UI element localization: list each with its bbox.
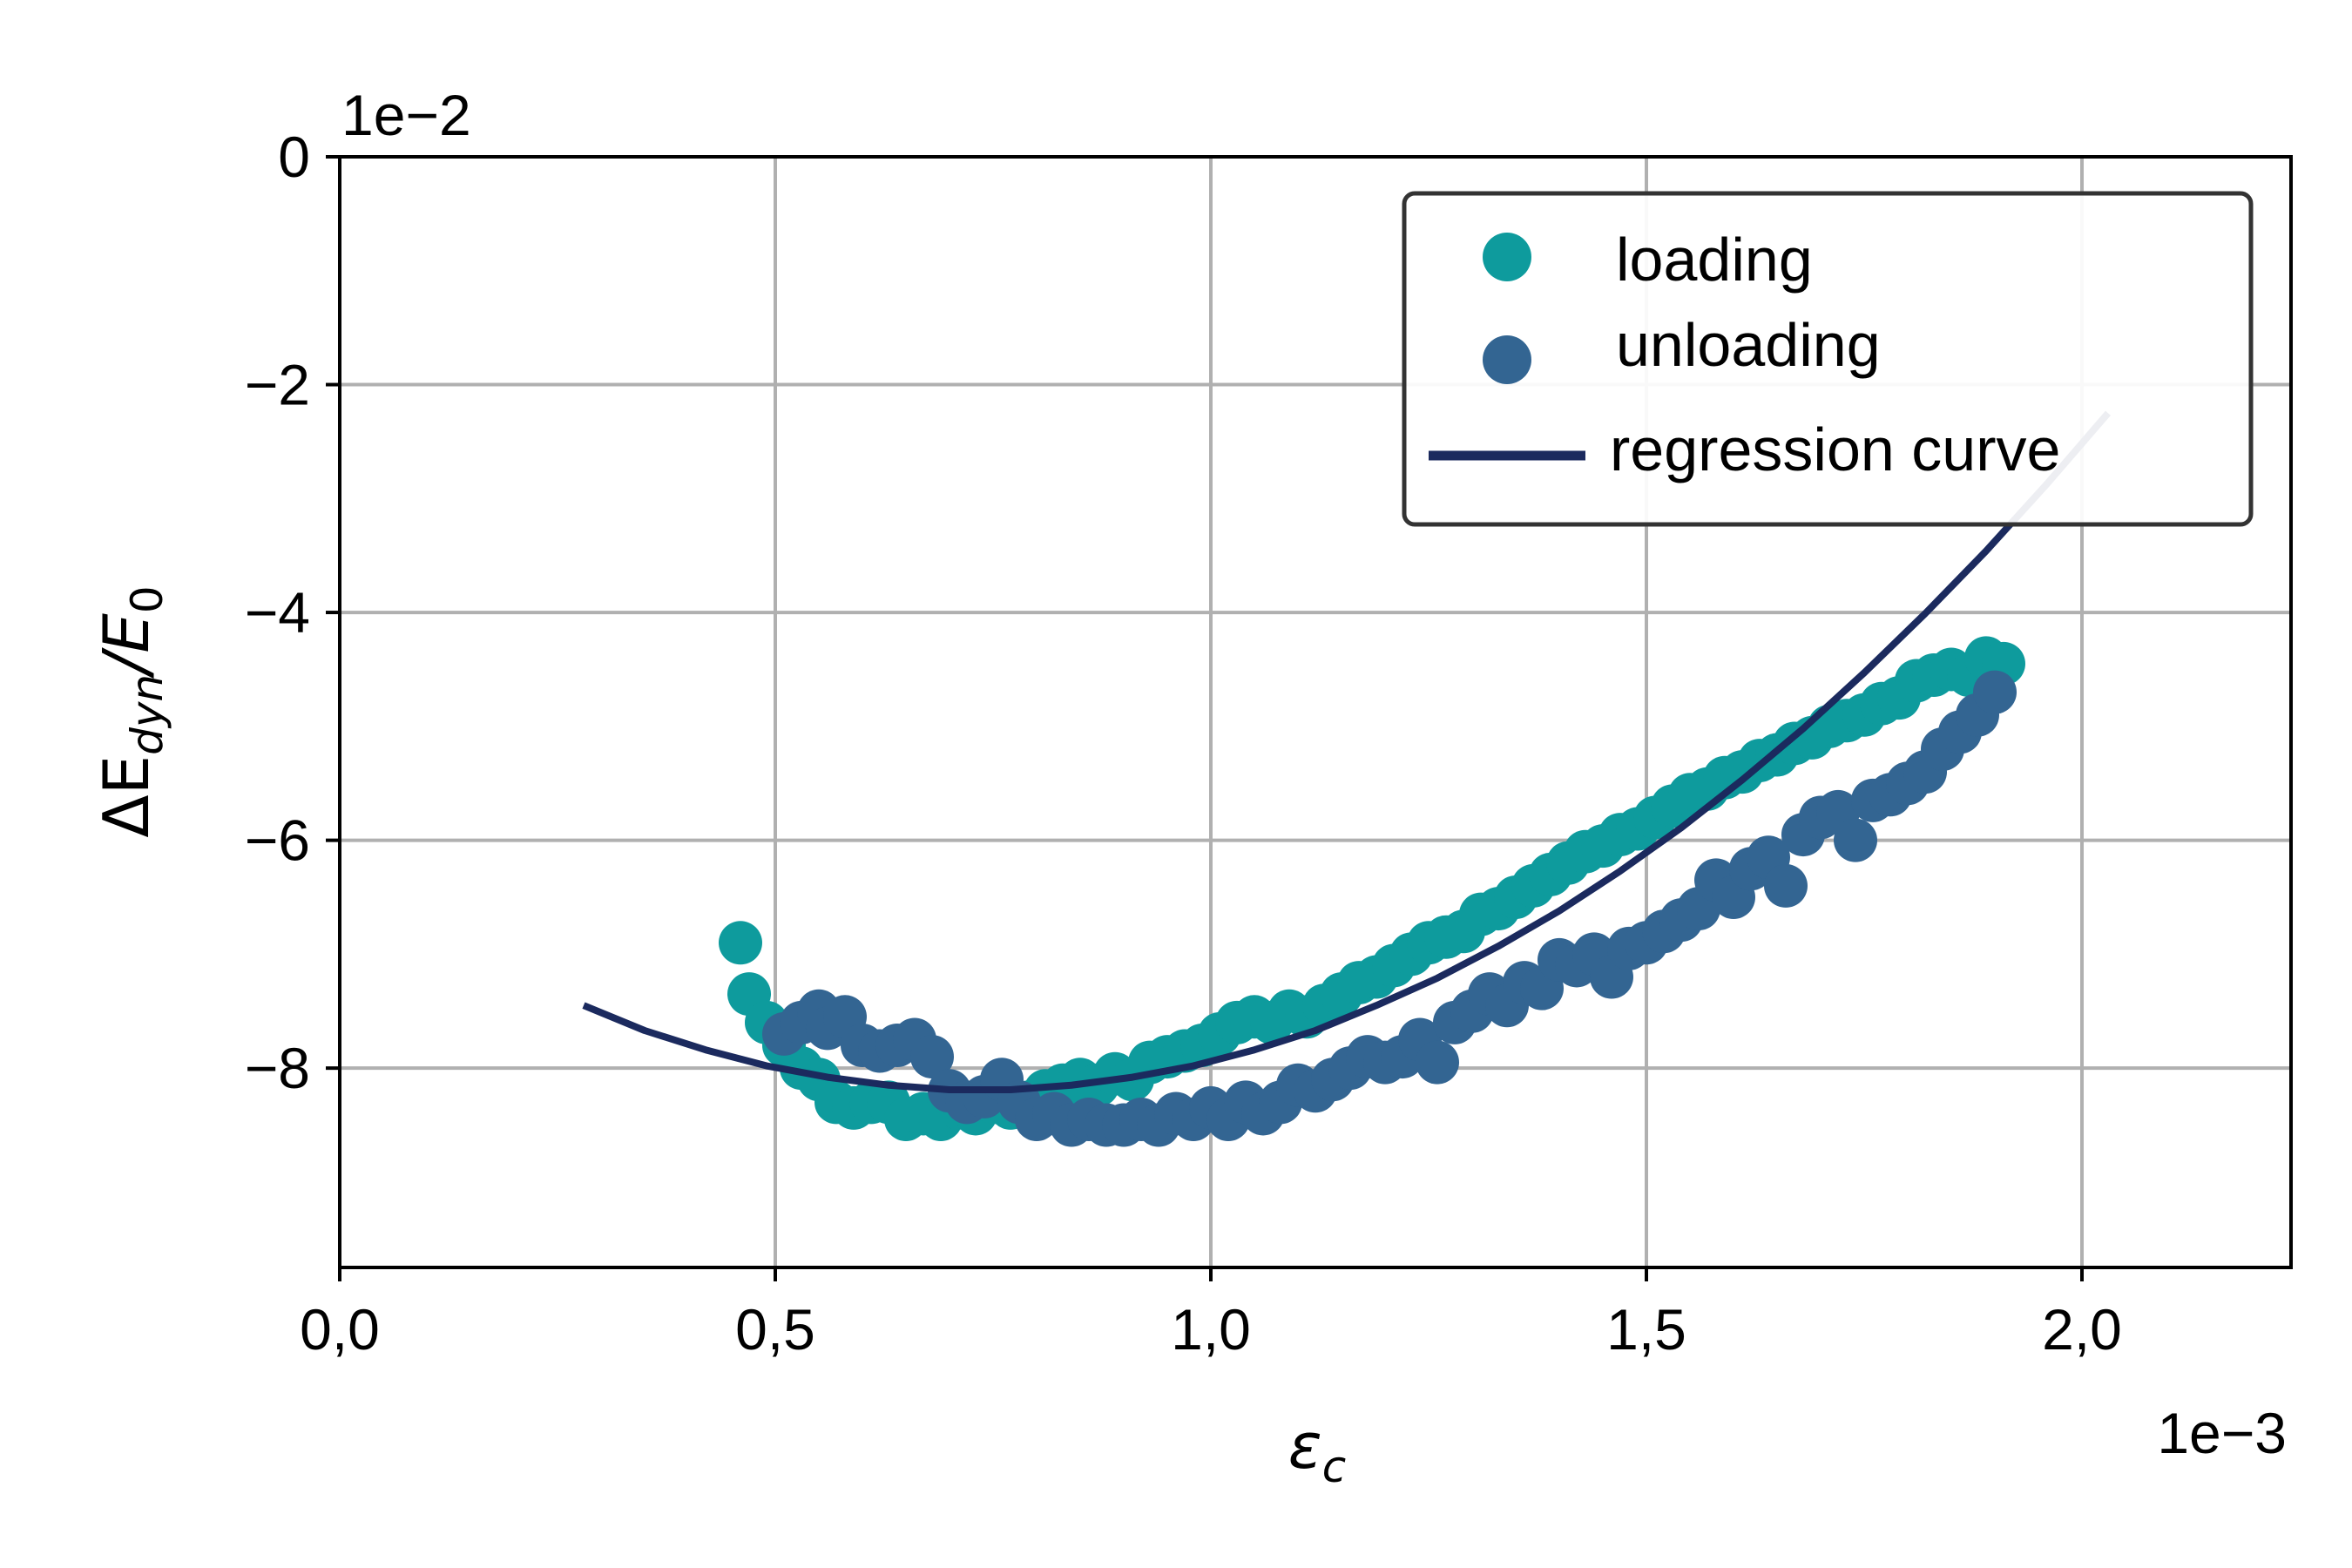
legend-label-regression: regression curve [1610, 416, 2060, 483]
unloading-point [1834, 818, 1877, 862]
y-tick-label: −2 [245, 353, 310, 417]
y-tick-label: 0 [278, 125, 310, 189]
y-axis: 0 −2 −4 −6 −8 [245, 125, 340, 1100]
x-tick-label: 2,0 [2042, 1297, 2122, 1362]
legend-marker-unloading [1483, 335, 1531, 384]
legend-marker-loading [1483, 233, 1531, 281]
y-axis-label: ΔEdyn/E0 [90, 585, 172, 837]
y-tick-label: −6 [245, 808, 310, 873]
y-axis-multiplier: 1e−2 [341, 83, 471, 147]
x-tick-label: 1,5 [1606, 1297, 1686, 1362]
legend: loading unloading regression curve [1402, 191, 2254, 527]
y-tick-label: −4 [245, 580, 310, 645]
series-regression-curve [582, 410, 2112, 1093]
x-axis-label: εc [1288, 1409, 1346, 1492]
x-axis-multiplier: 1e−3 [2157, 1401, 2287, 1465]
series-unloading [762, 670, 2017, 1147]
x-tick-label: 1,0 [1171, 1297, 1251, 1362]
unloading-point [1416, 1040, 1459, 1085]
unloading-point [1973, 670, 2017, 714]
loading-point [719, 921, 762, 965]
y-tick-label: −8 [245, 1036, 310, 1100]
unloading-point [910, 1035, 954, 1079]
x-tick-label: 0,0 [300, 1297, 380, 1362]
legend-label-unloading: unloading [1616, 311, 1881, 379]
legend-box [1402, 191, 2254, 527]
plot-frame [338, 155, 2293, 1269]
legend-label-loading: loading [1616, 226, 1813, 294]
x-axis: 0,0 0,5 1,0 1,5 2,0 [300, 1267, 2122, 1362]
unloading-point [1764, 863, 1808, 908]
x-tick-label: 0,5 [735, 1297, 815, 1362]
series-layer [582, 410, 2112, 1147]
